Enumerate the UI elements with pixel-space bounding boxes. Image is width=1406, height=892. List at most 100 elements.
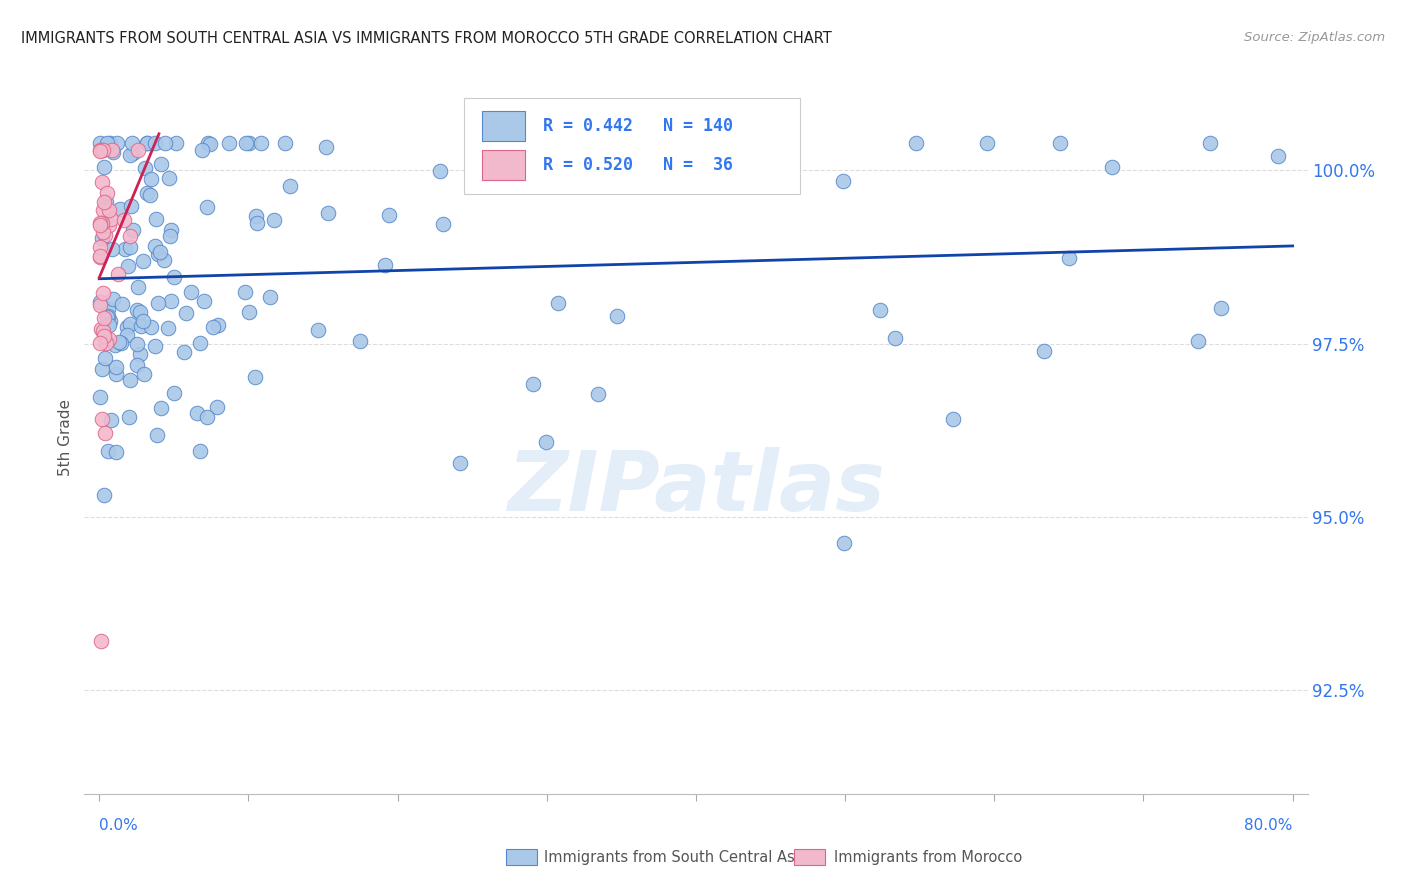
Point <box>135 136 157 150</box>
Point <box>557 141 579 155</box>
FancyBboxPatch shape <box>464 98 800 194</box>
Point <box>136 136 159 150</box>
Point <box>98 332 121 346</box>
Point <box>118 409 141 424</box>
Point <box>432 217 454 231</box>
Point <box>145 211 167 226</box>
Point <box>349 334 371 348</box>
Text: IMMIGRANTS FROM SOUTH CENTRAL ASIA VS IMMIGRANTS FROM MOROCCO 5TH GRADE CORRELAT: IMMIGRANTS FROM SOUTH CENTRAL ASIA VS IM… <box>21 31 832 46</box>
Point <box>93 426 115 441</box>
Point <box>121 223 143 237</box>
Point <box>307 323 329 337</box>
Point <box>197 409 219 424</box>
Point <box>93 310 115 325</box>
Point <box>1267 149 1289 163</box>
Point <box>89 143 111 157</box>
Point <box>107 267 129 281</box>
Point <box>235 136 257 150</box>
Point <box>104 338 127 352</box>
Point <box>534 435 557 450</box>
Point <box>250 136 273 150</box>
Point <box>1199 136 1222 150</box>
Point <box>188 444 211 458</box>
Point <box>134 161 156 175</box>
Point <box>131 314 153 328</box>
Point <box>246 217 269 231</box>
Point <box>91 286 114 301</box>
Text: Immigrants from Morocco: Immigrants from Morocco <box>834 850 1022 864</box>
Point <box>94 194 117 209</box>
Point <box>173 345 195 359</box>
Point <box>115 327 138 342</box>
Point <box>105 444 128 458</box>
Point <box>1187 334 1209 348</box>
Y-axis label: 5th Grade: 5th Grade <box>58 399 73 475</box>
Point <box>131 318 153 333</box>
Point <box>101 292 124 306</box>
Point <box>150 401 173 415</box>
Point <box>1101 160 1123 174</box>
Point <box>153 136 176 150</box>
Point <box>96 310 118 324</box>
Point <box>93 328 115 343</box>
Point <box>105 136 128 150</box>
Point <box>976 136 998 150</box>
Point <box>218 136 240 150</box>
Point <box>100 412 122 426</box>
Point <box>110 336 132 351</box>
Point <box>193 293 215 308</box>
Point <box>197 136 219 150</box>
Point <box>97 302 120 317</box>
Point <box>96 136 118 150</box>
Point <box>238 305 260 319</box>
Point <box>1032 343 1054 358</box>
Point <box>90 634 112 648</box>
Point <box>374 258 396 272</box>
Point <box>94 351 117 365</box>
Point <box>141 320 163 334</box>
Point <box>91 412 114 426</box>
Point <box>110 202 132 217</box>
Point <box>112 213 135 227</box>
Point <box>146 246 169 260</box>
Point <box>143 136 166 150</box>
Point <box>89 391 111 405</box>
Point <box>188 335 211 350</box>
Point <box>89 295 111 310</box>
Point <box>318 206 340 220</box>
Point <box>89 136 111 150</box>
Point <box>139 188 162 202</box>
Point <box>273 136 295 150</box>
Point <box>160 223 183 237</box>
Point <box>128 305 150 319</box>
Point <box>93 325 115 339</box>
Point <box>567 136 589 150</box>
Point <box>90 362 112 376</box>
Point <box>89 217 111 231</box>
Point <box>263 213 285 227</box>
Point <box>128 347 150 361</box>
Point <box>146 296 169 310</box>
Point <box>832 174 855 188</box>
Point <box>93 160 115 174</box>
Point <box>259 290 281 304</box>
Point <box>107 334 129 349</box>
Bar <box>482 150 524 180</box>
Text: ZIPatlas: ZIPatlas <box>508 447 884 527</box>
Point <box>127 143 149 157</box>
Point <box>146 427 169 442</box>
Point <box>91 231 114 245</box>
Point <box>245 209 267 223</box>
Point <box>101 145 124 160</box>
Point <box>905 136 928 150</box>
Point <box>111 297 134 311</box>
Point <box>942 411 965 425</box>
Text: R = 0.442   N = 140: R = 0.442 N = 140 <box>543 117 733 135</box>
Point <box>117 320 139 334</box>
Point <box>278 179 301 194</box>
Point <box>547 296 569 310</box>
Text: 0.0%: 0.0% <box>100 818 138 833</box>
Point <box>90 322 112 336</box>
Point <box>195 200 218 214</box>
Point <box>100 143 122 157</box>
